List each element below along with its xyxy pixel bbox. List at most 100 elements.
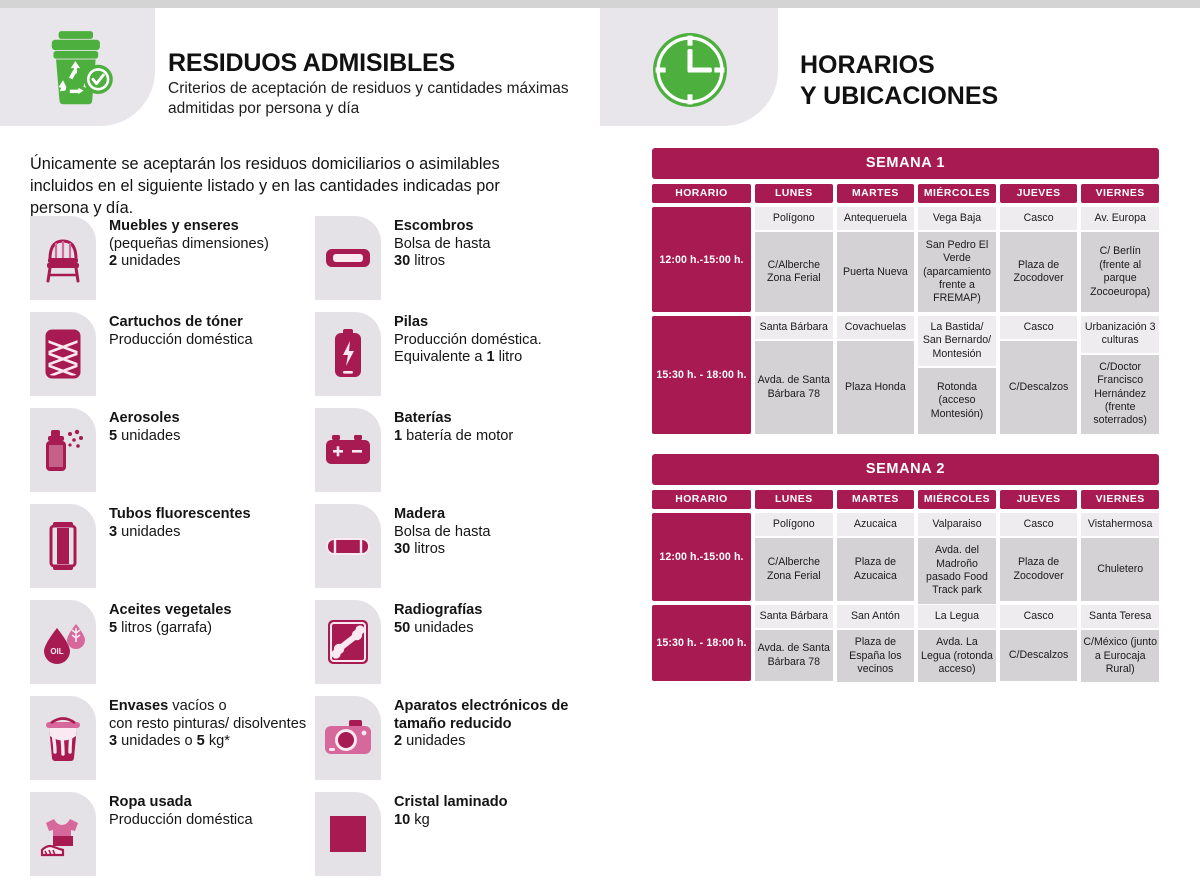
oil-drop-icon: OIL	[30, 600, 96, 684]
clock-icon	[648, 28, 732, 112]
waste-item-name: Aparatos electrónicos de tamaño reducido	[394, 698, 569, 732]
waste-item: Aerosoles 5 unidades	[30, 408, 315, 504]
right-title-line1: HORARIOS	[800, 51, 935, 79]
day-cell: Av. Europa C/ Berlín (frente al parque Zo…	[1081, 207, 1159, 312]
waste-item-row: Aerosoles 5 unidades Baterías 1 batería de…	[30, 408, 600, 504]
waste-item: Pilas Producción doméstica. Equivalente a …	[315, 312, 600, 408]
day-cell: Casco Plaza de Zocodover	[999, 207, 1078, 312]
waste-item-qty-unit: litros	[410, 541, 446, 558]
waste-items-grid: Muebles y enseres (pequeñas dimensiones) 2…	[30, 216, 600, 888]
waste-item-qty-unit: litro	[494, 349, 523, 366]
table-row: 12:00 h.-15:00 h. Polígono C/Alberche Zona…	[652, 207, 1159, 312]
waste-item-qty-unit-2: kg*	[204, 733, 230, 750]
waste-item: OIL Aceites vegetales 5 litros (garrafa)	[30, 600, 315, 696]
day-cell: Casco C/Descalzos	[999, 316, 1078, 434]
column-header-mircoles: MIÉRCOLES	[918, 490, 996, 509]
toner-cartridge-icon	[30, 312, 96, 396]
waste-item-qty: 1	[394, 427, 403, 444]
table-header-row: HORARIO LUNES MARTES MIÉRCOLES JUEVES VIERNES	[652, 490, 1159, 509]
table-row: 15:30 h. - 18:00 h. Santa Bárbara Avda. de…	[652, 605, 1159, 683]
waste-item-qty: 5	[109, 427, 118, 444]
waste-item-row: OIL Aceites vegetales 5 litros (garrafa) …	[30, 600, 600, 696]
zone-address: Avda. de Santa Bárbara 78	[755, 630, 833, 681]
zone-address: San Pedro El Verde (aparcamiento frente …	[918, 232, 996, 312]
day-cell: Covachuelas Plaza Honda	[836, 316, 915, 434]
intro-paragraph: Únicamente se aceptarán los residuos dom…	[30, 155, 500, 217]
aerosol-spray-icon	[30, 408, 96, 492]
waste-item-detail: Producción doméstica.	[394, 331, 542, 348]
waste-item-qty-unit: unidades	[117, 427, 181, 444]
waste-item-name: Ropa usada	[109, 794, 192, 810]
waste-item: Baterías 1 batería de motor	[315, 408, 600, 504]
day-cell: Santa Teresa C/México (junto a Eurocaja R…	[1081, 605, 1159, 683]
waste-item-text: Pilas Producción doméstica. Equivalente a …	[381, 312, 542, 367]
table-row: 12:00 h.-15:00 h. Polígono C/Alberche Zona…	[652, 513, 1159, 604]
waste-item-qty-unit: kg	[410, 811, 430, 828]
car-battery-icon	[315, 408, 381, 492]
waste-item-text: Aerosoles 5 unidades	[96, 408, 180, 445]
left-header: RESIDUOS ADMISIBLES Criterios de aceptac…	[0, 8, 600, 126]
waste-item-qty-unit: batería de motor	[402, 427, 514, 444]
table-row: 15:30 h. - 18:00 h. Santa Bárbara Avda. de…	[652, 316, 1159, 434]
zone-address: C/Alberche Zona Ferial	[755, 232, 833, 312]
time-slot-cell: 12:00 h.-15:00 h.	[652, 207, 751, 312]
zone-name: Casco	[999, 605, 1078, 629]
waste-item-qty-unit: unidades o	[117, 733, 197, 750]
waste-item: Ropa usada Producción doméstica	[30, 792, 315, 888]
zone-name: San Antón	[836, 605, 915, 629]
zone-name: Polígono	[755, 207, 833, 231]
zone-address: C/Descalzos	[999, 630, 1078, 681]
day-cell: Casco C/Descalzos	[999, 605, 1078, 681]
column-header-lunes: LUNES	[755, 184, 833, 203]
waste-item: Envases vacíos o con resto pinturas/ diso…	[30, 696, 315, 792]
waste-item-qty: 2	[394, 733, 403, 750]
waste-item-qty: 30	[394, 541, 411, 558]
waste-item-name: Muebles y enseres	[109, 218, 239, 234]
waste-item-name: Tubos fluorescentes	[109, 506, 251, 522]
zone-address: Plaza de Azucaica	[836, 538, 915, 601]
waste-item-qty: 50	[394, 619, 411, 636]
waste-item-qty: 5	[109, 619, 118, 636]
waste-item: Radiografías 50 unidades	[315, 600, 600, 696]
waste-item-name: Cristal laminado	[394, 794, 508, 810]
week-banner: SEMANA 1	[652, 148, 1159, 179]
waste-item: Muebles y enseres (pequeñas dimensiones) 2…	[30, 216, 315, 312]
zone-address: Avda. del Madroño pasado Food Track park	[918, 538, 996, 604]
waste-item-text: Madera Bolsa de hasta 30 litros	[381, 504, 491, 559]
zone-address: Chuletero	[1081, 538, 1159, 601]
waste-item-detail: con resto pinturas/ disolventes	[109, 715, 307, 732]
waste-item-text: Radiografías 50 unidades	[381, 600, 482, 637]
waste-item-text: Aceites vegetales 5 litros (garrafa)	[96, 600, 232, 637]
waste-item-detail: Bolsa de hasta	[394, 523, 491, 540]
waste-item: Tubos fluorescentes 3 unidades	[30, 504, 315, 600]
waste-item-qty-unit: unidades	[402, 733, 466, 750]
zone-name: Casco	[999, 316, 1078, 340]
zone-name: La Bastida/ San Bernardo/ Montesión	[918, 316, 996, 367]
day-cell: Azucaica Plaza de Azucaica	[836, 513, 915, 601]
day-cell: San Antón Plaza de España los vecinos	[836, 605, 915, 683]
left-header-text: RESIDUOS ADMISIBLES Criterios de aceptac…	[168, 50, 588, 119]
zone-name: Urbanización 3 culturas	[1081, 316, 1159, 353]
waste-item-name: Madera	[394, 506, 446, 522]
day-cell: Casco Plaza de Zocodover	[999, 513, 1078, 601]
zone-address: C/ Berlín (frente al parque Zocoeuropa)	[1081, 232, 1159, 312]
zone-address: C/Descalzos	[999, 341, 1078, 434]
column-header-horario: HORARIO	[652, 184, 751, 203]
waste-item: Cristal laminado 10 kg	[315, 792, 600, 888]
residuos-admisibles-panel: RESIDUOS ADMISIBLES Criterios de aceptac…	[0, 8, 600, 876]
waste-item-text: Muebles y enseres (pequeñas dimensiones) 2…	[96, 216, 269, 271]
time-slot-cell: 15:30 h. - 18:00 h.	[652, 605, 751, 681]
rubble-bag-icon	[315, 216, 381, 300]
day-cell: Santa Bárbara Avda. de Santa Bárbara 78	[755, 316, 833, 434]
zone-address: C/Doctor Francisco Hernández (frente sot…	[1081, 354, 1159, 434]
zone-name: Casco	[999, 207, 1078, 231]
waste-item-text: Aparatos electrónicos de tamaño reducido…	[381, 696, 600, 751]
column-header-jueves: JUEVES	[999, 490, 1078, 509]
waste-item-qty: 30	[394, 253, 411, 270]
zone-name: Valparaiso	[918, 513, 996, 537]
waste-item-detail: Producción doméstica	[109, 811, 253, 828]
zone-name: Santa Teresa	[1081, 605, 1159, 629]
waste-item-name: Baterías	[394, 410, 452, 426]
zone-address: Plaza de Zocodover	[999, 538, 1078, 601]
column-header-martes: MARTES	[836, 490, 915, 509]
